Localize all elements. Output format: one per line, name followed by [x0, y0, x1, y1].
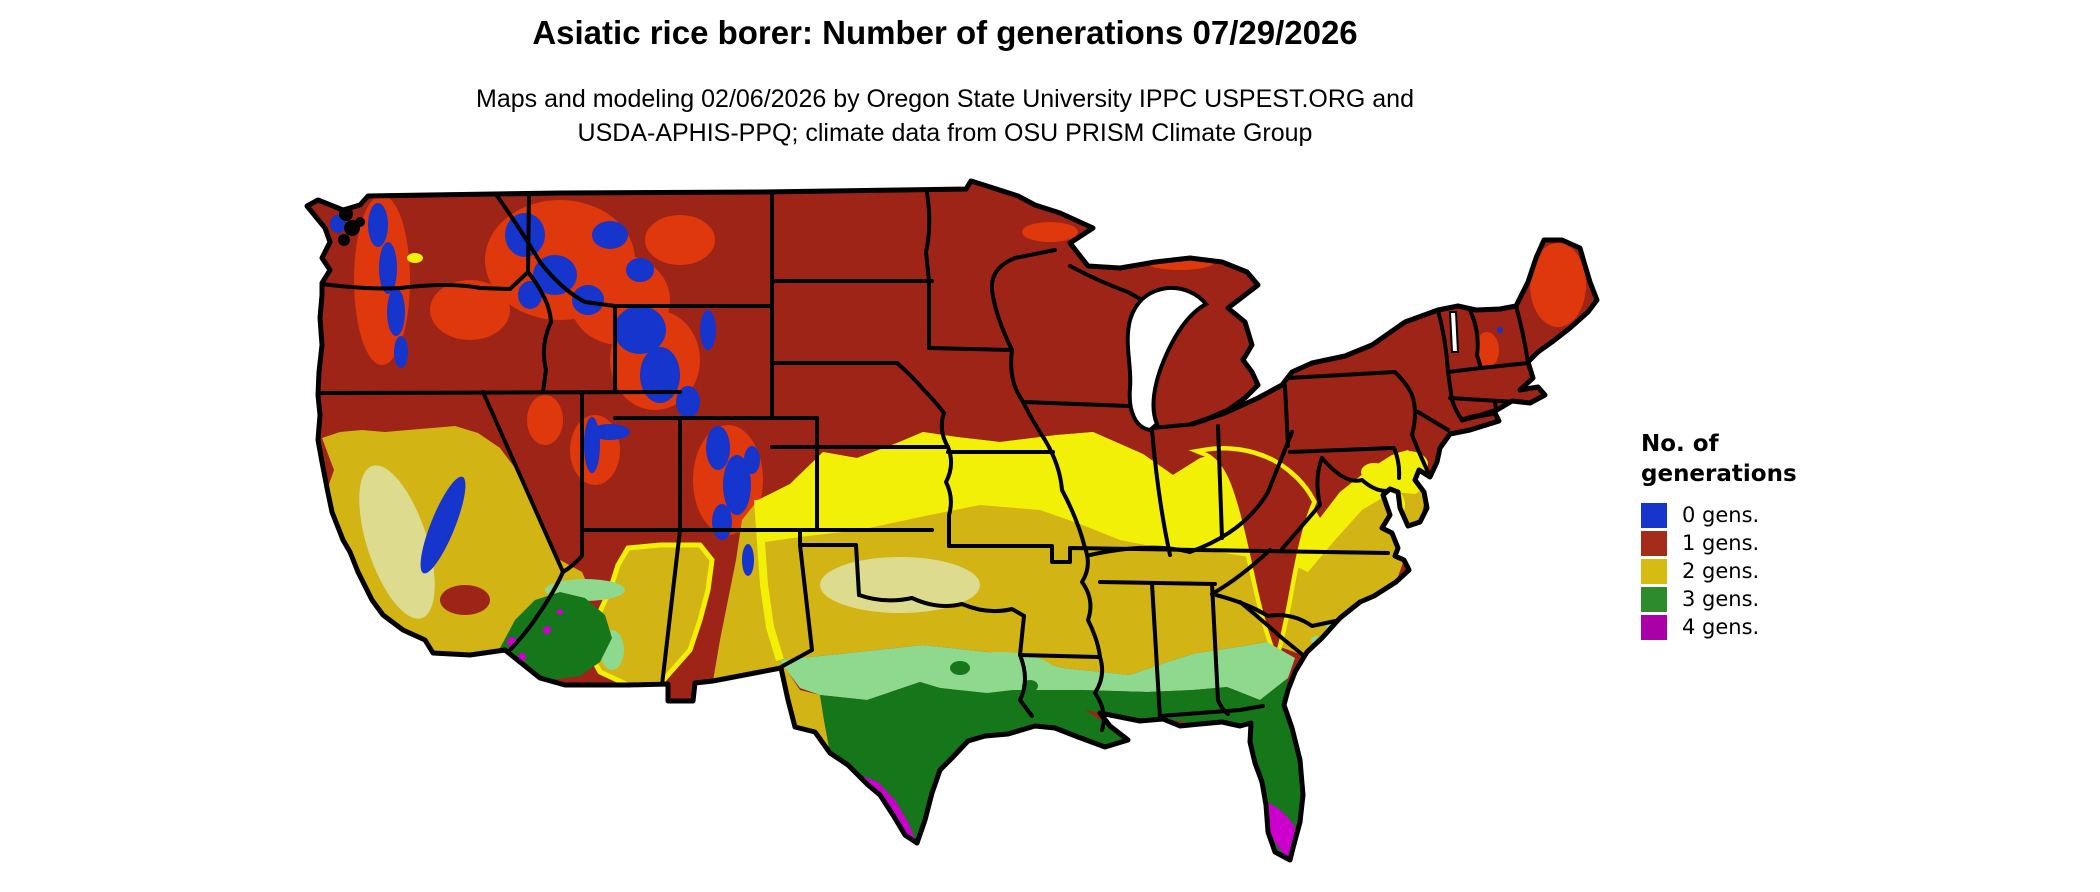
lake-champlain: [1448, 311, 1460, 353]
legend-label-0-gens: 0 gens.: [1682, 503, 1760, 527]
map-legend: No. of generations 0 gens. 1 gens. 2 gen…: [1641, 429, 1871, 641]
zone-3gen-dark: [500, 592, 1303, 860]
legend-swatch-4-gens: [1641, 614, 1667, 640]
map-header: Asiatic rice borer: Number of generation…: [240, 14, 1650, 150]
legend-items: 0 gens. 1 gens. 2 gens. 3 gens. 4 gens.: [1641, 501, 1871, 641]
legend-title-line-2: generations: [1641, 461, 1797, 487]
legend-swatch-3-gens: [1641, 586, 1667, 612]
legend-item-4-gens: 4 gens.: [1641, 613, 1871, 641]
state-borders: [317, 191, 1530, 732]
subtitle-line-2: USDA-APHIS-PPQ; climate data from OSU PR…: [577, 119, 1313, 147]
legend-title: No. of generations: [1641, 429, 1871, 489]
legend-label-2-gens: 2 gens.: [1682, 559, 1760, 583]
legend-swatch-2-gens: [1641, 558, 1667, 584]
legend-title-line-1: No. of: [1641, 431, 1719, 457]
map-subtitle: Maps and modeling 02/06/2026 by Oregon S…: [240, 82, 1650, 150]
legend-item-0-gens: 0 gens.: [1641, 501, 1871, 529]
legend-item-2-gens: 2 gens.: [1641, 557, 1871, 585]
legend-label-4-gens: 4 gens.: [1682, 615, 1760, 639]
legend-label-1-gens: 1 gens.: [1682, 531, 1760, 555]
lake-michigan: [1125, 285, 1210, 433]
us-outline: [304, 178, 1600, 863]
legend-swatch-1-gens: [1641, 530, 1667, 556]
legend-label-3-gens: 3 gens.: [1682, 587, 1760, 611]
legend-swatch-0-gens: [1641, 502, 1667, 528]
zone-2gen-pale-valley: [359, 465, 980, 619]
legend-item-3-gens: 3 gens.: [1641, 585, 1871, 613]
legend-item-1-gens: 1 gens.: [1641, 529, 1871, 557]
page-title: Asiatic rice borer: Number of generation…: [532, 14, 1358, 51]
subtitle-line-1: Maps and modeling 02/06/2026 by Oregon S…: [476, 85, 1414, 113]
